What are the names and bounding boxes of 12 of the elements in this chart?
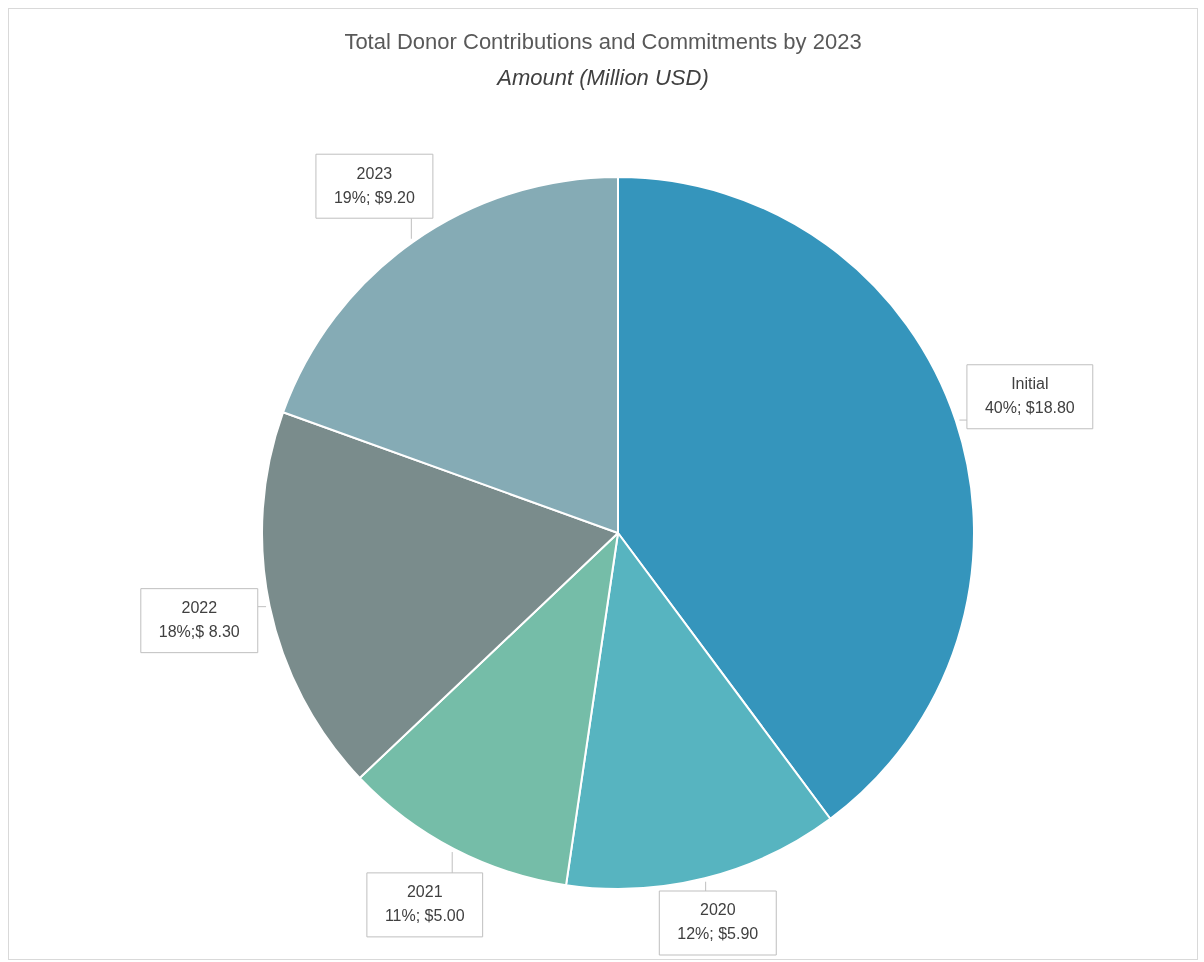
slice-label: 2023	[356, 164, 393, 182]
slice-label: Initial	[1011, 375, 1049, 393]
slice-label: 2022	[181, 599, 218, 617]
slice-label: 2021	[406, 883, 443, 901]
data-label: 19%; $9.20	[333, 188, 415, 206]
data-label: 11%; $5.00	[384, 907, 465, 925]
chart-title: Total Donor Contributions and Commitments by 2023	[344, 29, 862, 55]
slice-label: 2020	[699, 901, 736, 919]
chart-subtitle: Amount (Million USD)	[495, 65, 709, 91]
data-label: 40%; $18.80	[984, 399, 1075, 417]
data-label: 12%; $5.90	[677, 925, 759, 943]
data-label: 18%;$ 8.30	[158, 623, 240, 641]
